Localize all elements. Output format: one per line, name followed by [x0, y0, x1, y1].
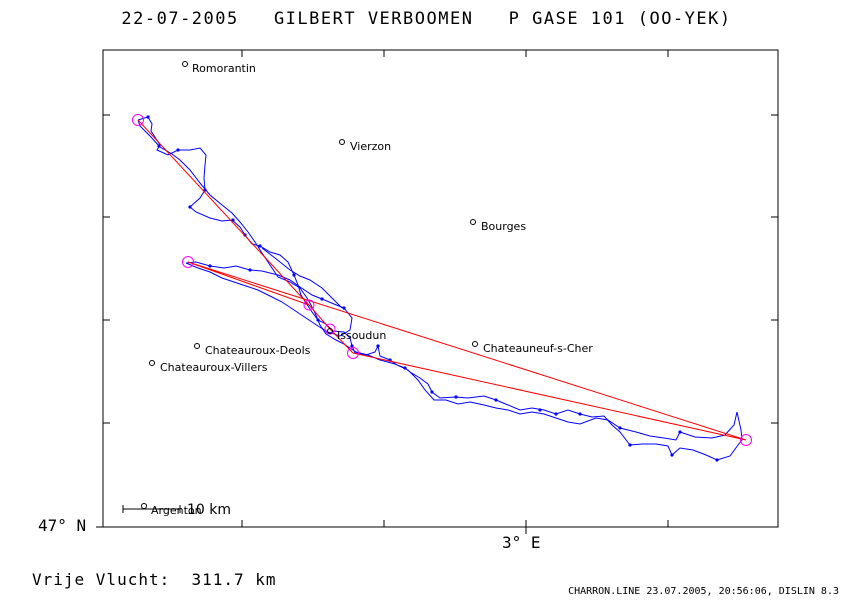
place-label: Chateauroux-Deols: [205, 344, 311, 357]
source-info: CHARRON.LINE 23.07.2005, 20:56:06, DISLI…: [568, 586, 839, 597]
place-chateauroux-villers: Chateauroux-Villers: [149, 360, 268, 374]
gps-track: [137, 116, 743, 461]
map-frame: [102, 49, 779, 528]
track-markers: [146, 115, 719, 462]
place-label: Chateauneuf-s-Cher: [483, 342, 593, 355]
place-label: Chateauroux-Villers: [160, 361, 268, 374]
place-chateauneuf-s-cher: Chateauneuf-s-Cher: [472, 341, 593, 355]
axis-ticks: [96, 50, 778, 534]
place-label: Argenton: [151, 504, 202, 517]
turnpoints: [132, 114, 752, 446]
place-chateauroux-deols: Chateauroux-Deols: [194, 343, 311, 357]
scale-bar: 10 km: [122, 502, 231, 518]
longitude-label: 3° E: [502, 533, 541, 552]
place-label: Issoudun: [337, 329, 386, 342]
place-vierzon: Vierzon: [339, 139, 391, 153]
gps-track-detour: [261, 247, 343, 309]
place-label: Bourges: [481, 220, 526, 233]
place-issoudun: Issoudun: [327, 328, 386, 342]
distance-summary: Vrije Vlucht: 311.7 km: [32, 570, 277, 589]
place-label: Romorantin: [192, 62, 256, 75]
scale-label: 10 km: [187, 502, 231, 518]
latitude-label: 47° N: [38, 516, 87, 535]
place-romorantin: Romorantin: [182, 61, 256, 75]
gps-track-west-leg: [185, 261, 353, 337]
map-title: 22-07-2005 GILBERT VERBOOMEN P GASE 101 …: [121, 9, 732, 29]
task-route: [137, 119, 747, 441]
place-bourges: Bourges: [470, 219, 526, 233]
place-label: Vierzon: [350, 140, 391, 153]
